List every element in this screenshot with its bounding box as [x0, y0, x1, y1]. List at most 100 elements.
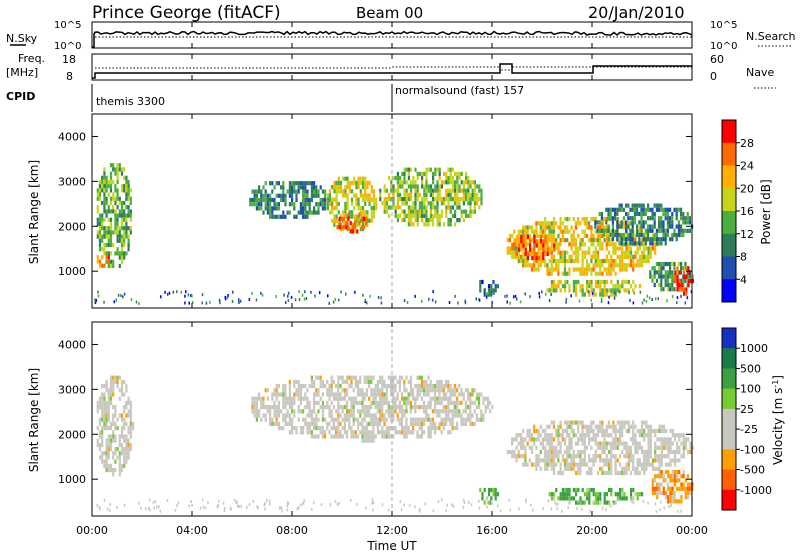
heatmap-cell: [612, 267, 615, 272]
heatmap-cell: [440, 430, 443, 435]
heatmap-cell: [410, 192, 413, 197]
heatmap-cell: [583, 458, 586, 463]
heatmap-cell: [594, 271, 597, 276]
heatmap-cell: [648, 296, 651, 300]
heatmap-cell: [434, 400, 437, 405]
heatmap-cell: [326, 206, 329, 211]
heatmap-cell: [120, 171, 124, 176]
heatmap-cell: [689, 441, 692, 446]
heatmap-cell: [120, 200, 124, 206]
heatmap-cell: [591, 292, 594, 296]
heatmap-cell: [515, 458, 518, 463]
heatmap-cell: [120, 468, 124, 473]
heatmap-cell: [319, 379, 322, 384]
heatmap-cell: [297, 417, 300, 422]
heatmap-cell: [667, 474, 670, 479]
colorbar-segment: [722, 188, 736, 212]
heatmap-cell: [451, 167, 454, 172]
heatmap-cell: [365, 405, 368, 410]
heatmap-cell: [262, 413, 265, 418]
heatmap-cell: [533, 437, 536, 442]
heatmap-cell: [291, 430, 294, 435]
heatmap-cell: [540, 243, 543, 248]
heatmap-cell: [317, 375, 320, 380]
heatmap-cell: [607, 267, 611, 272]
heatmap-cell: [109, 384, 113, 389]
heatmap-cell: [577, 250, 580, 255]
heatmap-cell: [456, 197, 459, 202]
heatmap-cell: [478, 506, 481, 510]
y-tick-label: 1000: [58, 473, 86, 486]
heatmap-cell: [465, 197, 468, 202]
heatmap-cell: [346, 185, 349, 190]
x-tick-label: 04:00: [176, 524, 208, 537]
heatmap-cell: [107, 179, 110, 185]
heatmap-cell: [308, 409, 311, 414]
heatmap-cell: [669, 266, 672, 271]
heatmap-cell: [484, 396, 487, 401]
heatmap-cell: [597, 284, 600, 289]
heatmap-cell: [583, 433, 586, 438]
heatmap-cell: [653, 220, 656, 225]
heatmap-cell: [546, 462, 549, 467]
heatmap-cell: [291, 426, 294, 431]
heatmap-cell: [361, 197, 365, 202]
heatmap-cell: [487, 291, 490, 295]
heatmap-cell: [405, 434, 408, 439]
heatmap-cell: [116, 167, 119, 172]
heatmap-cell: [363, 417, 366, 422]
heatmap-cell: [103, 263, 106, 268]
heatmap-cell: [313, 426, 316, 431]
heatmap-cell: [559, 445, 562, 450]
heatmap-cell: [330, 413, 333, 418]
heatmap-cell: [673, 474, 676, 479]
heatmap-cell: [120, 217, 124, 222]
heatmap-cell: [383, 384, 386, 389]
heatmap-cell: [616, 288, 619, 293]
heatmap-cell: [275, 409, 278, 414]
heatmap-cell: [685, 274, 688, 279]
heatmap-cell: [636, 492, 639, 497]
heatmap-cell: [647, 216, 650, 221]
heatmap-cell: [640, 466, 644, 471]
heatmap-cell: [269, 193, 272, 198]
heatmap-cell: [363, 375, 366, 380]
heatmap-cell: [602, 294, 604, 298]
heatmap-cell: [116, 247, 119, 252]
heatmap-cell: [599, 445, 602, 450]
heatmap-cell: [396, 417, 399, 422]
heatmap-cell: [94, 298, 96, 302]
heatmap-cell: [537, 433, 540, 438]
heatmap-cell: [643, 462, 646, 467]
heatmap-cell: [581, 217, 584, 222]
heatmap-cell: [544, 292, 547, 296]
heatmap-cell: [675, 224, 678, 229]
heatmap-cell: [432, 222, 435, 227]
heatmap-cell: [374, 384, 377, 389]
heatmap-cell: [429, 192, 432, 197]
heatmap-cell: [360, 212, 363, 217]
heatmap-cell: [438, 396, 441, 401]
heatmap-cell: [546, 221, 549, 226]
heatmap-cell: [451, 503, 453, 507]
heatmap-cell: [414, 167, 417, 172]
heatmap-cell: [396, 180, 399, 185]
heatmap-cell: [627, 246, 630, 251]
heatmap-cell: [660, 224, 663, 229]
heatmap-cell: [235, 501, 237, 505]
heatmap-cell: [627, 224, 630, 229]
heatmap-cell: [359, 430, 362, 435]
heatmap-cell: [662, 232, 665, 238]
heatmap-cell: [291, 185, 294, 190]
heatmap-cell: [464, 388, 467, 393]
heatmap-cell: [368, 405, 371, 410]
heatmap-cell: [660, 441, 663, 446]
heatmap-cell: [251, 396, 254, 401]
heatmap-cell: [352, 434, 355, 439]
heatmap-cell: [561, 433, 564, 438]
heatmap-cell: [123, 447, 126, 452]
heatmap-cell: [116, 506, 118, 509]
heatmap-cell: [405, 167, 408, 172]
heatmap-cell: [552, 259, 556, 264]
heatmap-cell: [451, 417, 454, 422]
